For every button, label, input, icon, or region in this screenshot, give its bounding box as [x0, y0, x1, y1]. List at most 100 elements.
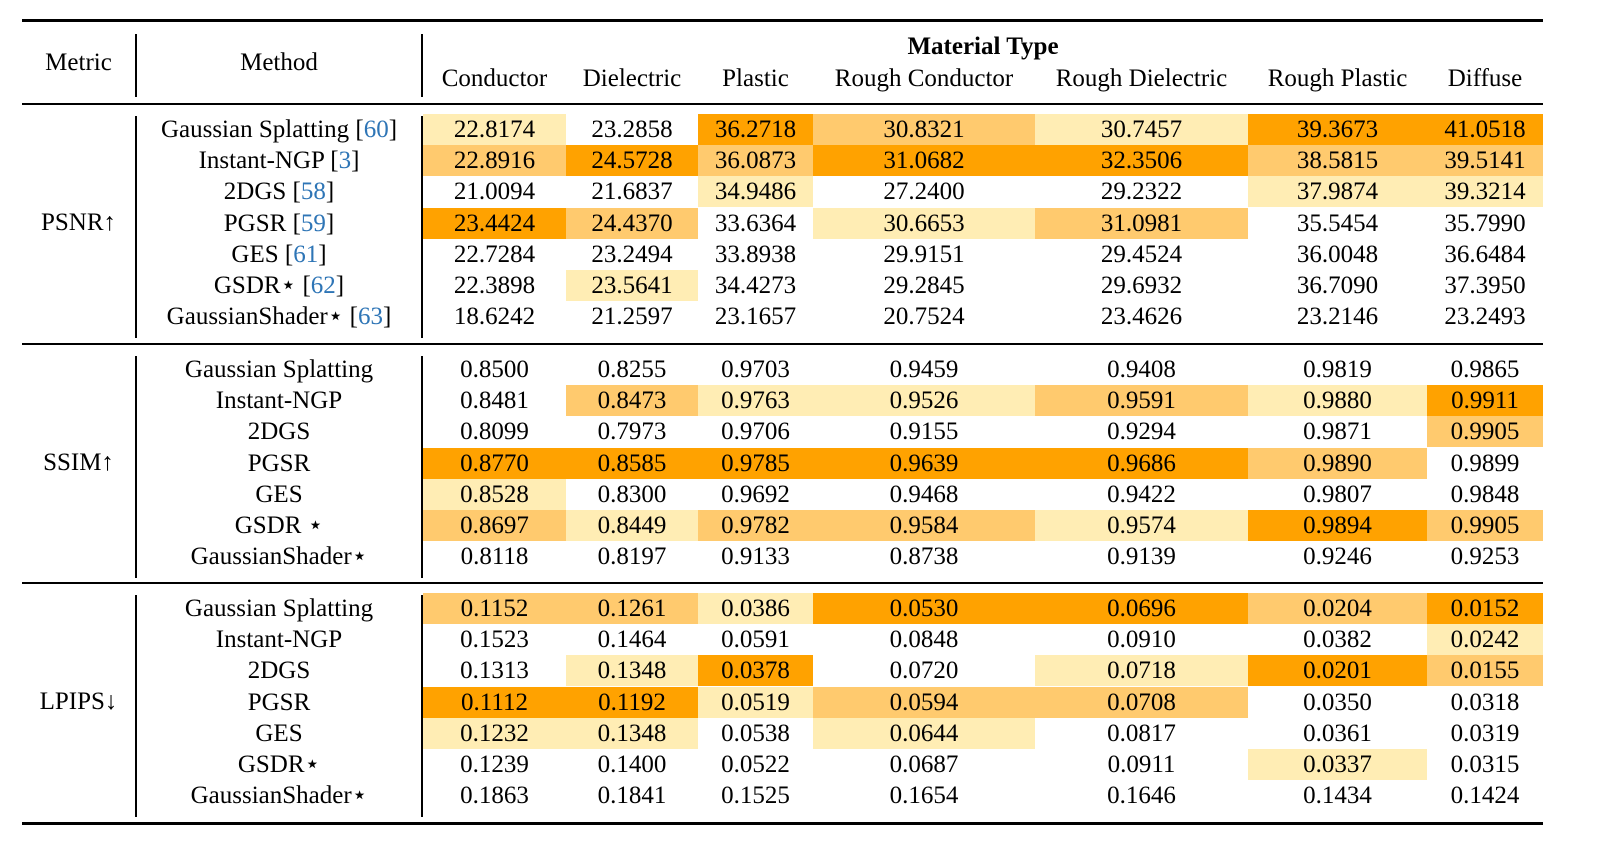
- table-cell: 0.8473: [566, 385, 698, 417]
- table-cell: 0.0708: [1035, 686, 1248, 718]
- table-cell: 36.0873: [698, 145, 813, 177]
- table-cell: 0.0201: [1248, 655, 1427, 687]
- method-name: PGSR: [137, 687, 421, 718]
- table-cell: 0.1841: [597, 782, 667, 810]
- table-cell: 0.0337: [1248, 749, 1427, 780]
- table-cell: 0.9911: [1427, 385, 1543, 417]
- method-name: Gaussian Splatting [60]: [160, 116, 398, 143]
- table-cell: 31.0981: [1035, 207, 1248, 239]
- table-cell: 0.9253: [1450, 543, 1520, 571]
- table-cell: 0.0718: [1035, 655, 1248, 687]
- table-cell: 0.9703: [721, 356, 790, 383]
- table-cell: 0.1464: [597, 626, 667, 654]
- table-cell: 0.9819: [1303, 356, 1372, 383]
- table-cell: 31.0682: [813, 145, 1035, 177]
- header-material-type: Material Type: [907, 33, 1059, 60]
- method-label: PGSR: [247, 449, 311, 477]
- table-cell: 0.1232: [423, 717, 566, 749]
- method-name: 2DGS: [137, 655, 421, 686]
- citation-link[interactable]: 60: [363, 116, 389, 143]
- section-divider-method: [421, 116, 423, 339]
- table-cell: 0.0591: [721, 626, 790, 654]
- method-name: GaussianShader⋆: [137, 780, 421, 811]
- table-cell: 22.7284: [453, 240, 536, 268]
- table-cell: 29.6932: [1100, 272, 1183, 299]
- table-cell: 0.9246: [1303, 543, 1372, 571]
- table-cell: 30.8321: [813, 114, 1035, 145]
- table-cell: 0.0910: [1107, 626, 1176, 654]
- table-cell: 30.7457: [1035, 114, 1248, 145]
- citation-link[interactable]: 62: [310, 272, 336, 299]
- table-cell: 0.0687: [889, 751, 959, 778]
- table-cell: 0.8449: [566, 510, 698, 541]
- table-cell: 32.3506: [1035, 145, 1248, 177]
- table-cell: 23.2493: [1444, 303, 1526, 331]
- method-name: 2DGS: [137, 416, 421, 447]
- table-cell: 0.9905: [1427, 416, 1543, 448]
- table-cell: 0.0315: [1450, 751, 1520, 778]
- table-cell: 0.0522: [721, 751, 790, 778]
- table-cell: 0.1646: [1107, 782, 1176, 810]
- header-metric: Metric: [45, 49, 112, 76]
- table-cell: 0.8099: [460, 418, 529, 446]
- table-cell: 0.1424: [1450, 782, 1520, 810]
- table-cell: 0.8738: [889, 543, 959, 571]
- table-cell: 29.4524: [1100, 240, 1183, 268]
- citation-link[interactable]: 63: [357, 303, 383, 331]
- method-label: Instant-NGP: [215, 387, 343, 415]
- citation-link[interactable]: 3: [338, 147, 352, 175]
- citation-link[interactable]: 61: [293, 240, 319, 268]
- column-header-dielectric: Dielectric: [582, 65, 682, 92]
- table-cell: 0.0848: [889, 626, 959, 654]
- table-cell: 37.9874: [1248, 176, 1427, 208]
- table-cell: 27.2400: [883, 178, 965, 206]
- method-label: 2DGS: [223, 178, 287, 206]
- method-name: GaussianShader⋆: [137, 541, 421, 572]
- section-divider-method: [421, 356, 423, 579]
- table-cell: 41.0518: [1427, 114, 1543, 145]
- table-cell: 18.6242: [453, 303, 536, 331]
- table-cell: 23.2146: [1296, 303, 1379, 331]
- column-header-plastic: Plastic: [722, 65, 789, 92]
- table-cell: 21.0094: [453, 178, 536, 206]
- table-cell: 0.9692: [721, 480, 790, 508]
- table-cell: 0.9686: [1035, 447, 1248, 479]
- table-cell: 0.0350: [1303, 688, 1372, 716]
- metric-label: PSNR↑: [40, 209, 117, 237]
- column-header-rough-dielectric: Rough Dielectric: [1055, 65, 1228, 92]
- table-cell: 0.9848: [1450, 480, 1520, 508]
- table-cell: 29.2845: [883, 272, 965, 299]
- method-name: Instant-NGP [3]: [198, 147, 360, 175]
- citation-link[interactable]: 59: [300, 209, 326, 237]
- table-cell: 29.9151: [883, 240, 965, 268]
- method-name: GaussianShader⋆ [63]: [166, 303, 392, 331]
- table-cell: 0.9584: [813, 510, 1035, 541]
- method-label: PGSR: [247, 688, 311, 716]
- table-cell: 0.1523: [460, 626, 529, 654]
- table-cell: 37.3950: [1444, 272, 1526, 299]
- section-divider-metric: [135, 356, 137, 579]
- table-cell: 39.3673: [1248, 114, 1427, 145]
- table-cell: 0.8255: [597, 356, 667, 383]
- table-cell: 0.1239: [460, 751, 529, 778]
- table-cell: 0.0644: [813, 717, 1035, 749]
- method-label: GaussianShader⋆: [190, 543, 368, 571]
- table-cell: 30.6653: [813, 207, 1035, 239]
- method-label: 2DGS: [247, 418, 311, 446]
- method-name: PGSR [59]: [223, 209, 335, 237]
- method-name: GSDR⋆ [62]: [213, 272, 345, 299]
- method-label: Gaussian Splatting: [160, 116, 350, 143]
- table-cell: 0.0382: [1303, 626, 1372, 654]
- method-name: Gaussian Splatting: [137, 354, 421, 385]
- citation-link[interactable]: 58: [300, 178, 326, 206]
- method-label: GSDR⋆: [237, 751, 321, 778]
- table-cell: 22.8916: [423, 145, 566, 177]
- method-name: PGSR: [137, 448, 421, 479]
- table-cell: 0.9139: [1107, 543, 1176, 571]
- table-cell: 0.9294: [1107, 418, 1176, 446]
- table-cell: 34.9486: [698, 176, 813, 208]
- method-label: 2DGS: [247, 657, 311, 685]
- table-cell: 0.9591: [1035, 385, 1248, 417]
- section-divider-metric: [135, 595, 137, 818]
- section-rule-2: [22, 582, 1543, 584]
